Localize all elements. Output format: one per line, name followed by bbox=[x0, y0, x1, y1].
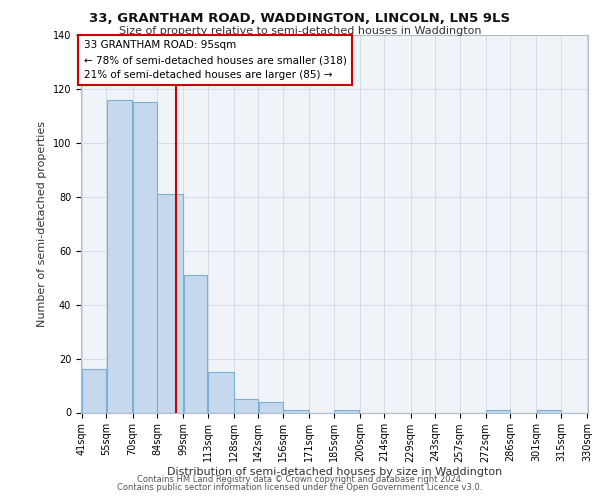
Text: Contains public sector information licensed under the Open Government Licence v3: Contains public sector information licen… bbox=[118, 483, 482, 492]
Y-axis label: Number of semi-detached properties: Number of semi-detached properties bbox=[37, 120, 47, 327]
Bar bbox=[184, 275, 208, 412]
X-axis label: Distribution of semi-detached houses by size in Waddington: Distribution of semi-detached houses by … bbox=[167, 468, 502, 477]
Text: Contains HM Land Registry data © Crown copyright and database right 2024.: Contains HM Land Registry data © Crown c… bbox=[137, 475, 463, 484]
Bar bbox=[537, 410, 560, 412]
Bar bbox=[107, 100, 132, 412]
Bar bbox=[486, 410, 510, 412]
Bar bbox=[157, 194, 183, 412]
Bar bbox=[334, 410, 359, 412]
Bar bbox=[133, 102, 157, 412]
Bar bbox=[259, 402, 283, 412]
Bar bbox=[208, 372, 233, 412]
Text: Size of property relative to semi-detached houses in Waddington: Size of property relative to semi-detach… bbox=[119, 26, 481, 36]
Text: 33 GRANTHAM ROAD: 95sqm
← 78% of semi-detached houses are smaller (318)
21% of s: 33 GRANTHAM ROAD: 95sqm ← 78% of semi-de… bbox=[83, 40, 346, 80]
Bar bbox=[283, 410, 309, 412]
Text: 33, GRANTHAM ROAD, WADDINGTON, LINCOLN, LN5 9LS: 33, GRANTHAM ROAD, WADDINGTON, LINCOLN, … bbox=[89, 12, 511, 26]
Bar bbox=[82, 370, 106, 412]
Bar bbox=[235, 399, 258, 412]
